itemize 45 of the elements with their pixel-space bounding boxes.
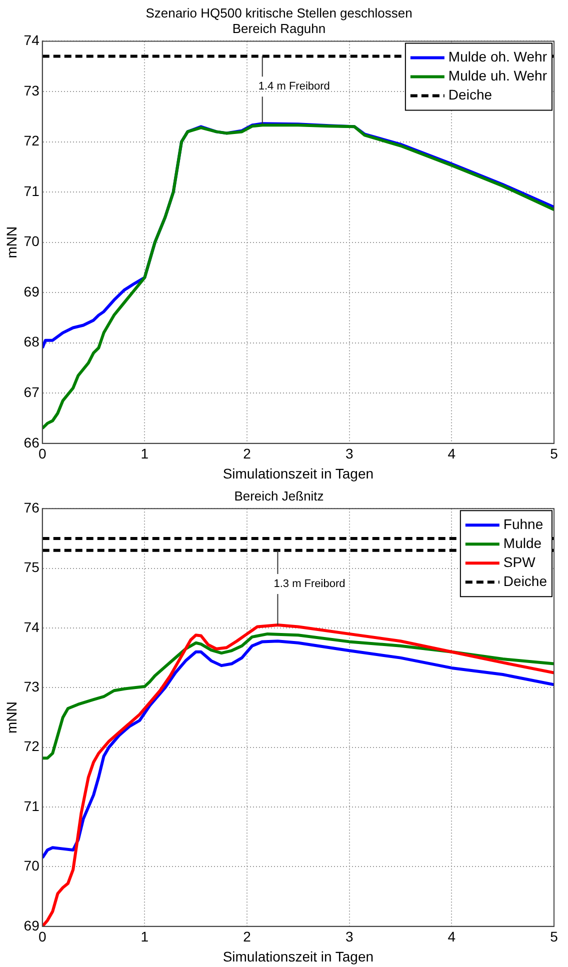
x-tick-label: 4 — [448, 928, 456, 945]
x-tick-label: 3 — [345, 928, 354, 945]
x-tick-label: 1 — [140, 446, 149, 462]
y-tick-label: 69 — [24, 917, 40, 934]
x-axis-title: Simulationszeit in Tagen — [222, 465, 374, 482]
y-tick-label: 71 — [24, 798, 40, 814]
x-tick-label: 4 — [448, 446, 456, 462]
chart-title: Szenario HQ500 kritische Stellen geschlossen — [146, 5, 412, 20]
x-tick-label: 3 — [345, 446, 354, 462]
chart-title: Bereich Jeßnitz — [234, 488, 324, 504]
x-tick-label: 5 — [550, 928, 558, 945]
x-tick-label: 2 — [243, 928, 252, 945]
y-axis-title: mNN — [3, 702, 20, 734]
annotation: 1.4 m Freibord — [258, 80, 330, 93]
legend-label: Deiche — [448, 86, 492, 103]
y-tick-label: 70 — [24, 233, 40, 250]
legend-label: Mulde oh. Wehr — [448, 48, 548, 65]
annotation: 1.3 m Freibord — [274, 578, 346, 590]
y-tick-label: 72 — [24, 738, 40, 754]
y-tick-label: 74 — [24, 32, 40, 48]
legend-label: Mulde uh. Wehr — [448, 68, 548, 84]
x-tick-label: 1 — [140, 928, 149, 945]
legend-label: Deiche — [503, 572, 548, 589]
legend-label: Fuhne — [503, 516, 544, 532]
y-tick-label: 72 — [24, 132, 40, 149]
y-tick-label: 73 — [24, 678, 40, 695]
legend-label: Mulde — [503, 534, 542, 551]
x-tick-label: 5 — [550, 446, 558, 462]
y-axis-title: mNN — [3, 226, 20, 258]
chart-subtitle: Bereich Raguhn — [232, 20, 326, 36]
y-tick-label: 76 — [24, 499, 40, 516]
x-tick-label: 2 — [243, 446, 252, 462]
x-tick-label: 0 — [38, 446, 46, 462]
x-tick-label: 0 — [38, 928, 46, 945]
y-tick-label: 75 — [24, 559, 40, 576]
y-tick-label: 68 — [24, 334, 40, 350]
y-tick-label: 71 — [24, 182, 40, 199]
y-tick-label: 74 — [24, 618, 40, 635]
legend-label: SPW — [503, 554, 536, 570]
y-tick-label: 73 — [24, 82, 40, 98]
y-tick-label: 69 — [24, 283, 40, 300]
y-tick-label: 67 — [24, 384, 40, 400]
x-axis-title: Simulationszeit in Tagen — [222, 948, 374, 964]
y-tick-label: 66 — [24, 434, 40, 450]
y-tick-label: 70 — [24, 858, 40, 874]
